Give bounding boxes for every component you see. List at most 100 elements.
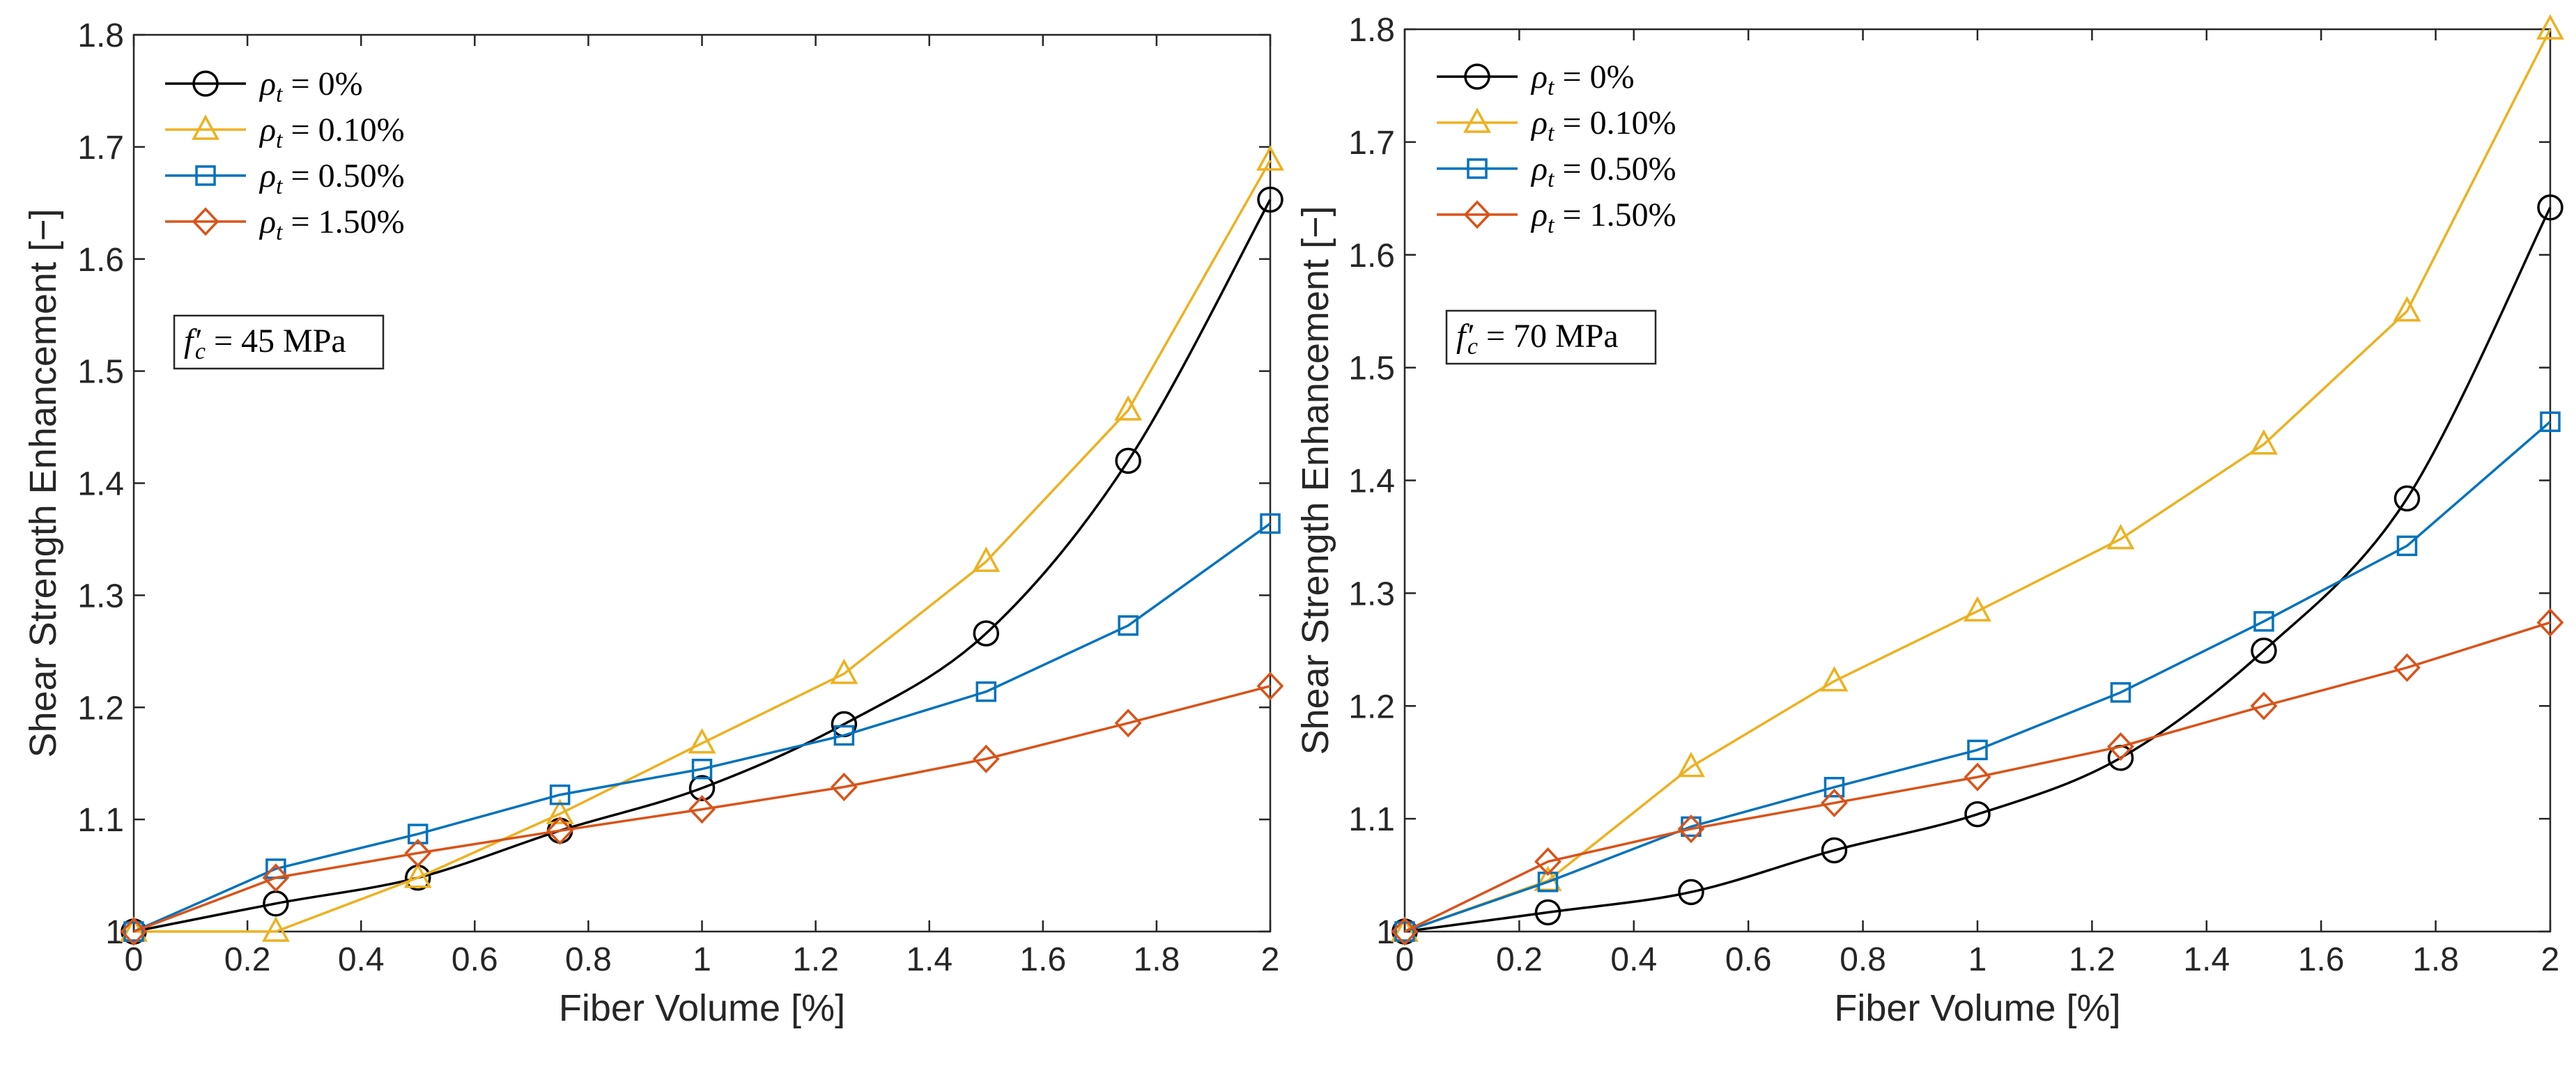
chart-panel-2: 0 0.2 0.4 0.6 0.8 1 1.2 1.4 1.6 1.8 211.11.21.31.4… (1295, 12, 2564, 1029)
series-3 (1394, 411, 2561, 942)
series-4 (120, 672, 1284, 946)
data-point-marker (975, 681, 996, 702)
legend-label: ρt = 0% (1530, 59, 1635, 100)
data-point-marker (546, 816, 574, 845)
x-tick-label: 1.8 (1134, 941, 1180, 978)
data-point-marker (549, 784, 571, 805)
x-tick-label: 0.4 (338, 941, 385, 978)
annotation-text: f′c = 70 MPa (1456, 318, 1619, 360)
x-tick-label: 1.2 (792, 941, 839, 978)
data-point-marker (1394, 921, 1415, 942)
series-4 (1391, 608, 2564, 946)
legend-entry: ρt = 0% (165, 65, 363, 107)
data-point-marker (2110, 682, 2131, 703)
legend-marker (1467, 158, 1488, 179)
series-line (1404, 206, 2552, 933)
legend-entry: ρt = 1.50% (1437, 196, 1676, 238)
data-point-marker (1115, 447, 1141, 474)
data-point-marker (1118, 615, 1139, 636)
y-tick-label: 1.7 (1348, 125, 1395, 162)
y-tick-label: 1.3 (1348, 576, 1395, 612)
data-point-marker (688, 775, 716, 801)
x-tick-label: 0.8 (565, 941, 612, 978)
data-point-marker (830, 658, 858, 684)
x-tick-label: 0 (125, 941, 144, 978)
y-tick-label: 1.1 (77, 802, 124, 839)
data-point-marker (2393, 653, 2421, 682)
y-tick-label: 1.2 (1348, 688, 1395, 725)
series-line (133, 684, 1271, 933)
y-tick-label: 1.2 (77, 690, 124, 727)
data-point-marker (1964, 801, 1991, 828)
data-point-marker (1677, 814, 1705, 844)
data-point-marker (2536, 14, 2564, 40)
data-point-marker (1967, 739, 1988, 761)
x-axis-label: Fiber Volume [%] (559, 987, 845, 1029)
series-line (1404, 29, 2552, 933)
x-tick-label: 0.6 (452, 941, 498, 978)
series-line (1404, 421, 2552, 933)
x-tick-label: 1.6 (1019, 941, 1066, 978)
annotation-text: f′c = 45 MPa (184, 323, 346, 364)
data-point-marker (1260, 513, 1281, 534)
data-point-marker (2396, 535, 2418, 557)
data-point-marker (1964, 596, 1991, 622)
y-tick-label: 1.8 (1348, 12, 1395, 49)
legend-entry: ρt = 1.50% (165, 203, 405, 245)
legend-entry: ρt = 0.10% (1437, 105, 1676, 146)
data-point-marker (2250, 429, 2278, 455)
data-point-marker (2251, 638, 2277, 664)
plot-area (132, 33, 1272, 933)
legend: ρt = 0%ρt = 0.10%ρt = 0.50%ρt = 1.50% (165, 65, 405, 245)
data-point-marker (123, 921, 144, 942)
data-point-marker (1821, 837, 1848, 864)
x-tick-label: 1.2 (2069, 941, 2115, 978)
data-point-marker (1678, 879, 1704, 906)
data-point-marker (1114, 709, 1142, 738)
data-point-marker (688, 728, 716, 754)
y-tick-label: 1.3 (77, 578, 124, 615)
legend-marker (1463, 107, 1491, 133)
y-tick-label: 1.4 (77, 466, 124, 503)
y-tick-label: 1.1 (1348, 801, 1395, 838)
data-point-marker (1534, 847, 1561, 876)
legend-marker (192, 114, 219, 140)
data-point-marker (1823, 777, 1845, 798)
series-3 (123, 513, 1281, 942)
annotation-frame (1445, 309, 1657, 365)
data-point-marker (261, 916, 290, 942)
x-tick-label: 1.4 (906, 941, 952, 978)
data-point-marker (408, 824, 429, 844)
data-point-marker (120, 917, 148, 946)
x-tick-label: 1.8 (2412, 941, 2459, 978)
data-point-marker (1534, 899, 1561, 926)
legend: ρt = 0% ρt = 0.10%ρt = 0.50%ρt = 1.50% (1437, 59, 1676, 238)
data-point-marker (972, 546, 1001, 572)
series-line (134, 160, 1272, 933)
x-tick-label: 1 (1968, 941, 1987, 978)
series-line (133, 199, 1272, 933)
annotation-frame (173, 314, 385, 370)
data-point-marker (1256, 672, 1284, 701)
data-point-marker (2250, 691, 2278, 720)
y-tick-label: 1.5 (77, 354, 124, 391)
data-point-marker (1820, 665, 1849, 692)
data-point-marker (2253, 611, 2274, 632)
data-point-marker (1677, 752, 1705, 778)
chart-panel-1: 0 0.2 0.4 0.6 0.8 1 1.2 1.4 1.6 1.8 211.11.21.31.4… (22, 17, 1284, 1029)
data-point-marker (404, 838, 432, 867)
data-point-marker (973, 620, 999, 647)
data-point-marker (2537, 194, 2563, 221)
data-point-marker (1257, 186, 1283, 213)
data-point-marker (2540, 411, 2561, 433)
y-axis-label: Shear Strength Enhancement [−] (22, 208, 64, 757)
data-point-marker (1114, 395, 1143, 421)
legend-entry: ρt = 0.50% (1437, 150, 1676, 192)
data-point-marker (2107, 732, 2134, 762)
legend-marker (1464, 63, 1490, 90)
y-axis-label: Shear Strength Enhancement [−] (1295, 206, 1336, 755)
data-point-marker (830, 772, 858, 802)
legend-entry: ρt = 0.50% (165, 157, 405, 199)
